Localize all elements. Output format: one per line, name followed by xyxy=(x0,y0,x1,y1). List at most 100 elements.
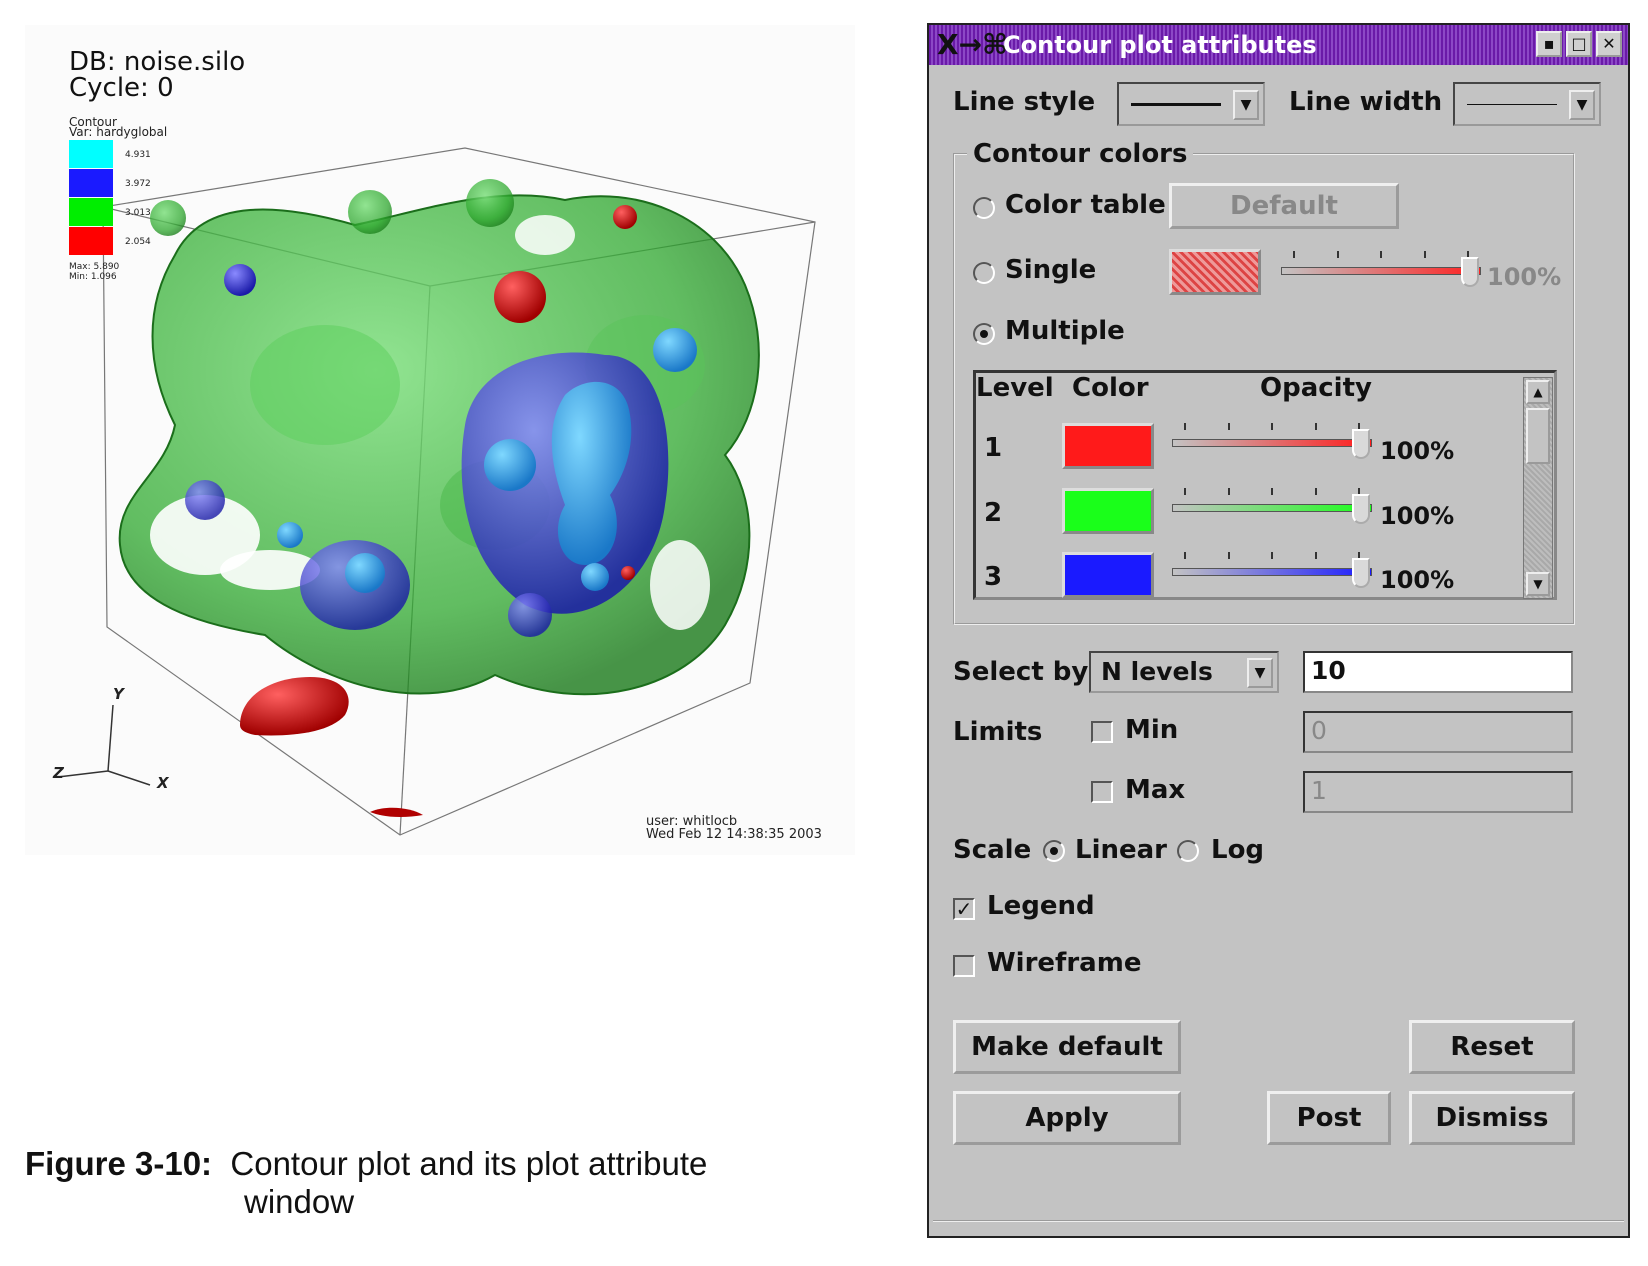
level-number: 1 xyxy=(984,433,1003,463)
limits-label: Limits xyxy=(953,717,1043,747)
scroll-down-icon[interactable]: ▼ xyxy=(1526,572,1550,596)
slider-track xyxy=(1172,568,1372,576)
window-menu-icon[interactable]: X→⌘ xyxy=(937,28,1009,61)
single-color-swatch[interactable] xyxy=(1169,249,1261,295)
wireframe-label: Wireframe xyxy=(987,948,1142,978)
date-label: Wed Feb 12 14:38:35 2003 xyxy=(646,827,822,842)
line-style-label: Line style xyxy=(953,87,1096,117)
window-title: Contour plot attributes xyxy=(1003,31,1317,59)
maximize-icon[interactable]: □ xyxy=(1566,31,1592,57)
legend-level-label: 2.054 xyxy=(125,237,151,247)
single-color-label: Single xyxy=(1005,255,1097,285)
max-checkbox[interactable] xyxy=(1091,781,1113,803)
slider-track xyxy=(1172,439,1372,447)
legend-level-label: 4.931 xyxy=(125,150,151,160)
legend-label: Legend xyxy=(987,891,1095,921)
minimize-icon[interactable]: ▪ xyxy=(1536,31,1562,57)
single-color-radio[interactable] xyxy=(973,262,995,284)
cycle-label: Cycle: 0 xyxy=(69,73,174,103)
chevron-down-icon[interactable]: ▼ xyxy=(1569,90,1595,120)
color-table-radio[interactable] xyxy=(973,197,995,219)
close-icon[interactable]: ✕ xyxy=(1596,31,1622,57)
slider-thumb[interactable] xyxy=(1352,494,1370,524)
col-level-header: Level xyxy=(976,373,1054,403)
slider-thumb[interactable] xyxy=(1461,257,1479,287)
legend-color-bar xyxy=(69,140,113,256)
select-by-label: Select by xyxy=(953,657,1089,687)
linear-scale-radio[interactable] xyxy=(1043,840,1065,862)
slider-ticks xyxy=(1184,488,1360,496)
user-label: user: whitlocb xyxy=(646,814,738,829)
multiple-colors-radio[interactable] xyxy=(973,323,995,345)
make-default-button[interactable]: Make default xyxy=(953,1020,1181,1074)
apply-button[interactable]: Apply xyxy=(953,1091,1181,1145)
cyan-isosurface xyxy=(277,328,697,593)
log-scale-radio[interactable] xyxy=(1177,840,1199,862)
min-checkbox[interactable] xyxy=(1091,721,1113,743)
select-by-dropdown[interactable]: N levels ▼ xyxy=(1089,651,1279,693)
legend-min: Min: 1.096 xyxy=(69,272,117,282)
level-opacity-value: 100% xyxy=(1380,502,1455,530)
level-color-swatch[interactable] xyxy=(1062,552,1154,598)
line-style-sample xyxy=(1131,103,1221,106)
select-by-value: N levels xyxy=(1101,657,1213,686)
legend-swatch xyxy=(69,169,113,197)
contour-plot-view: DB: noise.silo Cycle: 0 Contour Var: har… xyxy=(25,25,855,855)
line-width-dropdown[interactable]: ▼ xyxy=(1453,82,1601,126)
dismiss-button[interactable]: Dismiss xyxy=(1409,1091,1575,1145)
single-opacity-slider[interactable] xyxy=(1281,251,1481,287)
legend-max: Max: 5.890 xyxy=(69,262,120,272)
level-number: 3 xyxy=(984,562,1003,592)
slider-thumb[interactable] xyxy=(1352,558,1370,588)
legend-swatch xyxy=(69,140,113,168)
legend-swatch xyxy=(69,198,113,226)
level-opacity-value: 100% xyxy=(1380,437,1455,465)
chevron-down-icon[interactable]: ▼ xyxy=(1233,90,1259,120)
chevron-down-icon[interactable]: ▼ xyxy=(1247,658,1273,688)
contour-render xyxy=(57,147,816,836)
levels-list[interactable]: Level Color Opacity 1 100% 2 100% 3 100% xyxy=(973,370,1557,600)
legend-checkbox[interactable]: ✓ xyxy=(953,898,975,920)
level-count-input[interactable]: 10 xyxy=(1303,651,1573,693)
min-label: Min xyxy=(1125,715,1179,745)
level-opacity-value: 100% xyxy=(1380,566,1455,594)
axis-x-label: X xyxy=(157,774,169,792)
level-number: 2 xyxy=(984,498,1003,528)
post-button[interactable]: Post xyxy=(1267,1091,1391,1145)
scrollbar-thumb[interactable] xyxy=(1526,408,1550,464)
levels-scrollbar[interactable]: ▲ ▼ xyxy=(1523,377,1553,599)
default-color-table-button[interactable]: Default xyxy=(1169,183,1399,229)
min-input[interactable]: 0 xyxy=(1303,711,1573,753)
figure-number: Figure 3-10: xyxy=(25,1145,213,1182)
db-label: DB: noise.silo xyxy=(69,47,246,77)
col-color-header: Color xyxy=(1072,373,1149,403)
level-opacity-slider[interactable] xyxy=(1172,488,1372,524)
col-opacity-header: Opacity xyxy=(1260,373,1372,403)
contour-colors-title: Contour colors xyxy=(967,139,1194,169)
figure-caption: Figure 3-10: Contour plot and its plot a… xyxy=(25,1145,707,1183)
max-input[interactable]: 1 xyxy=(1303,771,1573,813)
line-width-sample xyxy=(1467,104,1557,105)
level-opacity-slider[interactable] xyxy=(1172,552,1372,588)
legend-variable: Var: hardyglobal xyxy=(69,125,168,139)
level-color-swatch[interactable] xyxy=(1062,488,1154,534)
single-opacity-value: 100% xyxy=(1487,263,1562,291)
wireframe-checkbox[interactable] xyxy=(953,955,975,977)
slider-ticks xyxy=(1184,423,1360,431)
contour-attributes-window: X→⌘ Contour plot attributes ▪ □ ✕ Line s… xyxy=(927,23,1630,1238)
red-isosurface xyxy=(240,205,637,817)
axes-triad xyxy=(57,704,151,786)
slider-ticks xyxy=(1293,251,1469,259)
level-opacity-slider[interactable] xyxy=(1172,423,1372,459)
multiple-colors-label: Multiple xyxy=(1005,316,1125,346)
line-style-dropdown[interactable]: ▼ xyxy=(1117,82,1265,126)
scroll-up-icon[interactable]: ▲ xyxy=(1526,380,1550,404)
slider-thumb[interactable] xyxy=(1352,429,1370,459)
window-titlebar[interactable]: X→⌘ Contour plot attributes ▪ □ ✕ xyxy=(929,25,1628,65)
level-color-swatch[interactable] xyxy=(1062,423,1154,469)
scale-label: Scale xyxy=(953,835,1032,865)
reset-button[interactable]: Reset xyxy=(1409,1020,1575,1074)
window-resize-border[interactable] xyxy=(933,1220,1624,1230)
log-scale-label: Log xyxy=(1211,835,1265,865)
figure-caption-line2: window xyxy=(244,1183,355,1220)
